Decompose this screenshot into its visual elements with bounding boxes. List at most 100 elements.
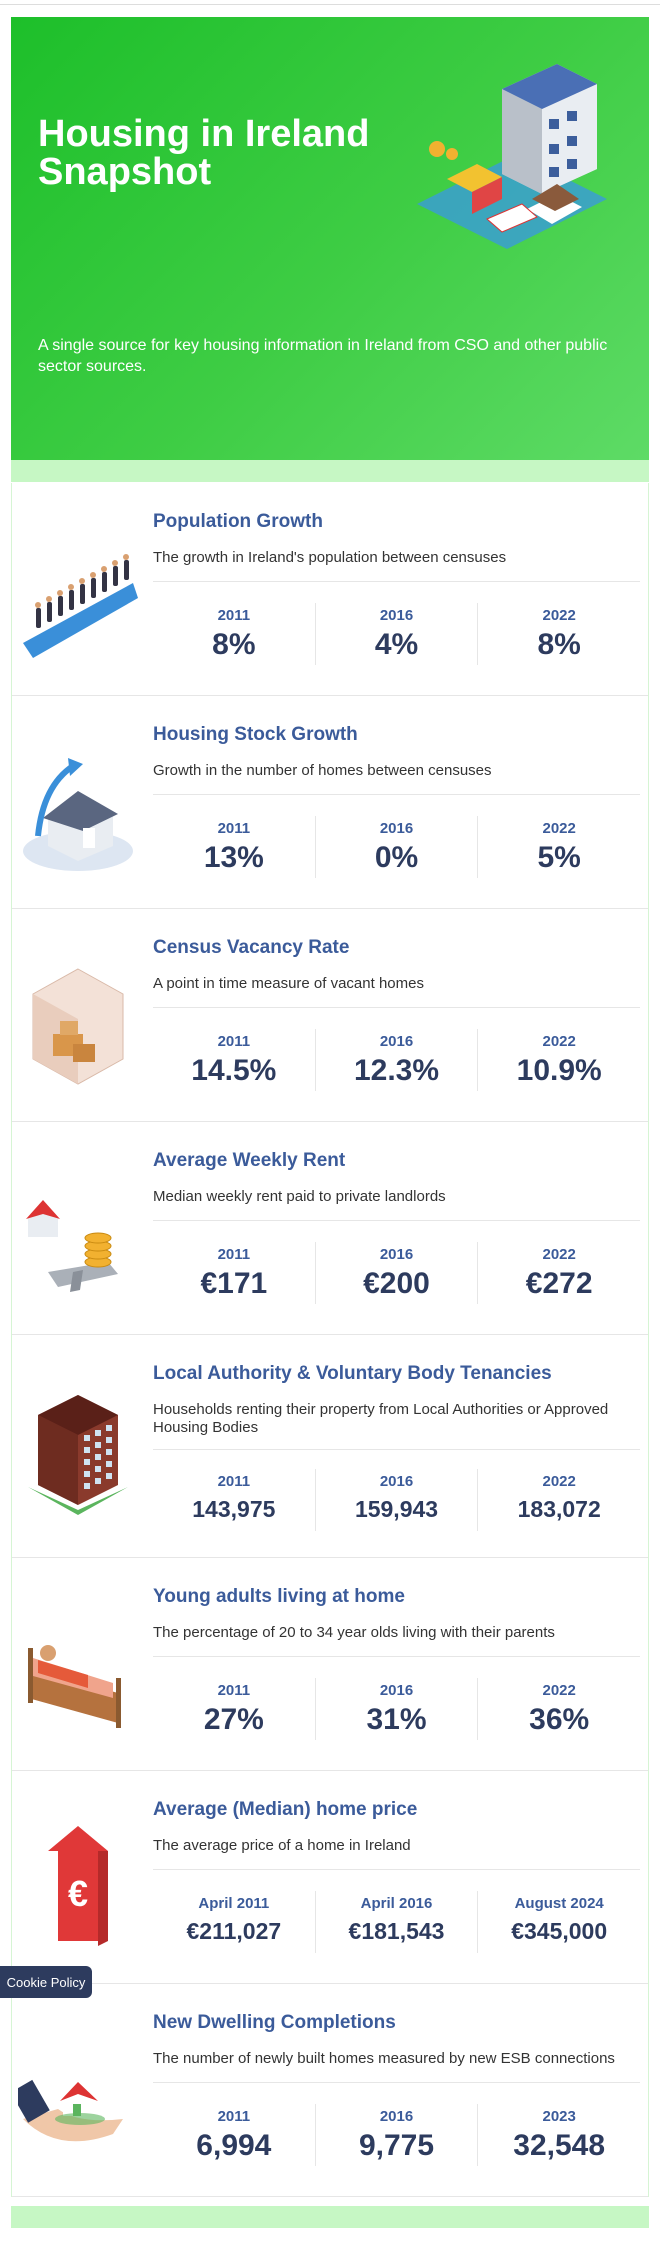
stat-value: 6,994 — [196, 2129, 272, 2162]
stat-label: 2023 — [542, 2108, 576, 2125]
stat: 2016 0% — [314, 816, 478, 878]
stat-value: 5% — [537, 841, 581, 874]
stat-label: 2022 — [542, 1246, 576, 1263]
stats-row: April 2011 €211,027 April 2016 €181,543 Augu… — [153, 1891, 640, 1953]
stats-row: 2011 27% 2016 31% 2022 36% — [153, 1678, 640, 1740]
stat-label: 2011 — [217, 1682, 251, 1699]
stat-value: 8% — [537, 628, 581, 661]
stat-value: 4% — [374, 628, 419, 661]
stat-label: 2022 — [542, 1682, 576, 1699]
stat-value: 12.3% — [353, 1054, 440, 1087]
stat-label: 2022 — [542, 607, 576, 624]
stat: 2022 36% — [477, 1678, 640, 1740]
section-title: Census Vacancy Rate — [153, 937, 350, 958]
divider — [153, 1869, 640, 1870]
stat-label: 2022 — [542, 1033, 576, 1050]
stat: 2011 27% — [153, 1678, 315, 1740]
section-icon — [28, 1645, 121, 1728]
stat: 2016 159,943 — [314, 1469, 478, 1531]
divider — [153, 1007, 640, 1008]
section-icon: € — [48, 1826, 108, 1946]
section-icon — [23, 758, 133, 871]
stat: 2016 9,775 — [314, 2104, 478, 2166]
section-description: Median weekly rent paid to private landl… — [153, 1188, 446, 1205]
hero-illustration — [417, 64, 607, 249]
stat-value: €211,027 — [186, 1918, 282, 1944]
divider — [153, 794, 640, 795]
stat: 2016 4% — [314, 603, 478, 665]
stat-label: 2016 — [379, 1246, 414, 1263]
stat-value: €200 — [363, 1267, 430, 1300]
section-title: New Dwelling Completions — [153, 2012, 396, 2033]
divider — [153, 1220, 640, 1221]
stat: August 2024 €345,000 — [477, 1891, 640, 1953]
section-description: A point in time measure of vacant homes — [153, 975, 424, 992]
stat: April 2011 €211,027 — [153, 1891, 315, 1953]
section-icon — [32, 968, 124, 1085]
stats-row: 2011 143,975 2016 159,943 2022 183,072 — [153, 1469, 640, 1531]
stat-label: 2011 — [217, 1473, 251, 1490]
stat: 2011 €171 — [153, 1242, 315, 1304]
section-description: Growth in the number of homes between ce… — [153, 762, 492, 779]
stat-value: €272 — [525, 1267, 593, 1300]
stat-value: 143,975 — [192, 1496, 276, 1522]
stat-label: 2011 — [217, 607, 251, 624]
section-description: The number of newly built homes measured… — [153, 2050, 615, 2067]
stat-label: 2011 — [217, 1246, 251, 1263]
section-icon — [28, 1395, 128, 1515]
stat-value: 14.5% — [191, 1054, 277, 1087]
stat-value: 9,775 — [358, 2129, 435, 2162]
stat-value: 13% — [203, 841, 264, 874]
stat: 2011 8% — [153, 603, 315, 665]
section-title: Housing Stock Growth — [153, 724, 358, 745]
stats-row: 2011 €171 2016 €200 2022 €272 — [153, 1242, 640, 1304]
cookie-button[interactable]: Cookie Policy — [0, 1966, 92, 1998]
stat: 2016 31% — [314, 1678, 478, 1740]
stat: 2022 10.9% — [477, 1029, 640, 1091]
stat: 2022 8% — [477, 603, 640, 665]
stat-value: €171 — [200, 1267, 268, 1300]
section-description: The growth in Ireland's population betwe… — [153, 549, 507, 566]
stat-value: 183,072 — [517, 1496, 601, 1522]
stat: 2011 14.5% — [153, 1029, 315, 1091]
stat: 2011 13% — [153, 816, 315, 878]
stat: April 2016 €181,543 — [314, 1891, 478, 1953]
stat-label: 2011 — [217, 2108, 251, 2125]
stat: 2011 6,994 — [153, 2104, 315, 2166]
stat-label: 2022 — [542, 1473, 576, 1490]
stat-label: 2016 — [379, 607, 414, 624]
stat-value: 159,943 — [354, 1496, 439, 1522]
hero-title: Housing in Ireland Snapshot — [38, 113, 370, 193]
green-strip — [11, 460, 649, 482]
section: Average Weekly Rent Median weekly rent pa… — [12, 1122, 648, 1335]
stat: 2023 32,548 — [477, 2104, 640, 2166]
section: New Dwelling Completions The number of ne… — [12, 1984, 648, 2197]
section: Census Vacancy Rate A point in time measu… — [12, 909, 648, 1122]
section-title: Young adults living at home — [153, 1586, 405, 1607]
stat: 2011 143,975 — [153, 1469, 315, 1531]
stats-row: 2011 13% 2016 0% 2022 5% — [153, 816, 640, 878]
top-rule — [0, 4, 660, 5]
section: Housing Stock Growth Growth in the number… — [12, 696, 648, 909]
divider — [153, 2082, 640, 2083]
stat-value: €345,000 — [511, 1918, 608, 1944]
stat-label: August 2024 — [514, 1895, 604, 1912]
section: Young adults living at home The percentag… — [12, 1558, 648, 1771]
stat-label: 2016 — [379, 1033, 414, 1050]
section-title: Average Weekly Rent — [153, 1150, 346, 1171]
stat-value: 0% — [374, 841, 419, 874]
section-icon — [23, 554, 138, 658]
stat: 2022 €272 — [477, 1242, 640, 1304]
stat-value: 10.9% — [516, 1054, 602, 1087]
stat-value: €181,543 — [348, 1918, 445, 1944]
stat-label: 2016 — [379, 1682, 414, 1699]
stat-label: 2011 — [217, 820, 251, 837]
section-description: The average price of a home in Ireland — [153, 1837, 411, 1854]
hero-subtitle: A single source for key housing informat… — [38, 337, 608, 375]
stat-label: 2016 — [379, 2108, 414, 2125]
hero: Housing in Ireland Snapshot A single sou… — [11, 17, 649, 460]
divider — [153, 581, 640, 582]
svg-text:€: € — [68, 1873, 88, 1914]
section-icon — [26, 1200, 118, 1292]
